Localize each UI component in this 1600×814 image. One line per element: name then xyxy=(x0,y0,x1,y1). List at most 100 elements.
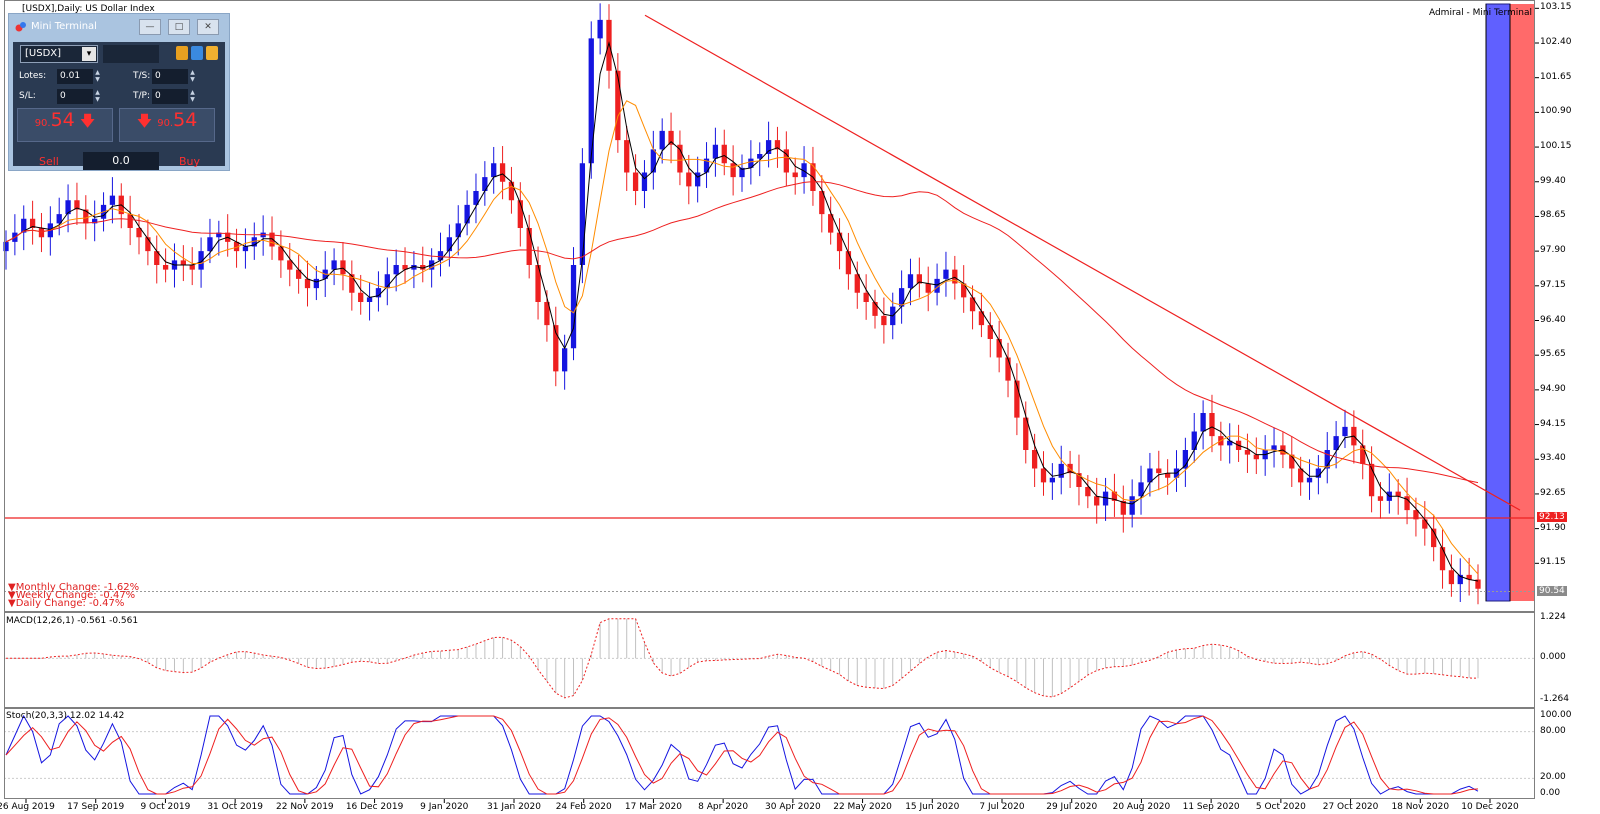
candle-body xyxy=(207,237,213,252)
candle-body xyxy=(579,163,586,265)
date-axis-label: 7 Jul 2020 xyxy=(979,802,1025,812)
candle-body xyxy=(934,278,940,293)
price-axis-label: 102.40 xyxy=(1540,37,1572,47)
candle-body xyxy=(765,140,772,154)
candle-body xyxy=(730,163,736,178)
sell-label: Sell xyxy=(39,155,59,168)
candle-body xyxy=(907,274,914,289)
date-axis-label: 15 Jun 2020 xyxy=(905,802,960,812)
symbol-select[interactable]: [USDX] ▾ xyxy=(20,45,98,63)
settings-icon[interactable] xyxy=(191,46,203,60)
candle-body xyxy=(863,292,869,302)
ts-stepper-icon[interactable]: ▲ ▼ xyxy=(190,69,195,83)
lots-stepper-icon[interactable]: ▲ ▼ xyxy=(95,69,100,83)
candle-body xyxy=(1422,519,1428,529)
date-axis-label: 10 Dec 2020 xyxy=(1461,802,1519,812)
candle-body xyxy=(916,274,922,284)
candle-body xyxy=(420,265,426,270)
candle-body xyxy=(801,163,807,178)
tp-stepper-icon[interactable]: ▲ ▼ xyxy=(190,89,195,103)
ts-input[interactable]: 0 xyxy=(152,69,188,84)
macd-axis-label: -1.264 xyxy=(1540,694,1570,704)
candle-body xyxy=(553,325,559,372)
lots-input[interactable]: 0.01 xyxy=(57,69,93,84)
candle-body xyxy=(1040,468,1047,483)
candle-body xyxy=(677,144,683,173)
candle-body xyxy=(393,265,399,275)
candle-body xyxy=(180,260,186,265)
candle-body xyxy=(491,163,497,178)
candle-body xyxy=(1102,491,1109,506)
buy-button[interactable]: 🡇 90.54 xyxy=(119,108,215,142)
tp-label: T/P: xyxy=(133,91,150,101)
close-button[interactable]: ✕ xyxy=(197,19,219,35)
candle-body xyxy=(1475,579,1481,589)
candle-body xyxy=(189,265,195,270)
macd-axis-label: 1.224 xyxy=(1540,612,1566,622)
candle-body xyxy=(473,191,479,205)
blue-zone xyxy=(1485,3,1511,602)
volume-field[interactable]: 0.0 xyxy=(83,152,159,170)
candle-body xyxy=(56,214,62,224)
candle-body xyxy=(961,283,967,298)
sell-button[interactable]: 90.54 🡇 xyxy=(17,108,113,142)
candle-body xyxy=(269,232,275,247)
candle-body xyxy=(1156,468,1162,474)
stoch-label: Stoch(20,3,3) 12.02 14.42 xyxy=(6,711,125,721)
candle-body xyxy=(748,158,754,168)
candle-body xyxy=(641,172,648,191)
candle-body xyxy=(83,209,89,224)
candle-body xyxy=(1431,528,1437,548)
price-axis-label: 96.40 xyxy=(1540,314,1566,325)
chevron-down-icon[interactable]: ▾ xyxy=(82,47,96,61)
candle-body xyxy=(38,228,45,238)
candle-body xyxy=(251,237,257,247)
candle-body xyxy=(402,265,408,270)
mini-terminal-panel[interactable]: Mini Terminal — □ ✕ [USDX] ▾ Lotes: 0.01… xyxy=(8,13,230,171)
candle-body xyxy=(943,269,949,279)
date-axis-label: 22 Nov 2019 xyxy=(276,802,334,812)
restore-button[interactable]: □ xyxy=(168,19,190,35)
date-axis-label: 11 Sep 2020 xyxy=(1182,802,1240,812)
candle-body xyxy=(287,260,293,270)
date-axis-label: 30 Apr 2020 xyxy=(765,802,821,812)
candle-body xyxy=(615,70,621,141)
date-axis-label: 16 Dec 2019 xyxy=(345,802,404,812)
candle-body xyxy=(331,260,337,270)
candle-body xyxy=(1368,463,1375,497)
candle-body xyxy=(544,302,550,326)
candle-body xyxy=(358,292,364,302)
candle-body xyxy=(162,265,169,270)
minimize-icon: — xyxy=(145,22,155,32)
candle-body xyxy=(29,218,36,228)
stoch-axis-label: 80.00 xyxy=(1540,725,1566,736)
candle-body xyxy=(74,200,80,210)
sl-label: S/L: xyxy=(19,91,36,101)
sl-input[interactable]: 0 xyxy=(57,89,93,104)
candle-body xyxy=(588,38,594,164)
candle-body xyxy=(411,265,417,270)
price-axis-label: 100.15 xyxy=(1540,141,1572,152)
candle-body xyxy=(109,195,116,205)
candle-body xyxy=(952,269,958,284)
restore-icon: □ xyxy=(174,22,184,32)
candle-body xyxy=(1377,496,1384,501)
sl-stepper-icon[interactable]: ▲ ▼ xyxy=(95,89,100,103)
candle-body xyxy=(828,214,834,233)
candle-body xyxy=(384,274,390,289)
candle-body xyxy=(757,154,763,159)
weekly-change: ▼Weekly Change: -0.47% xyxy=(8,590,136,601)
minimize-button[interactable]: — xyxy=(139,19,161,35)
date-axis-label: 22 May 2020 xyxy=(833,802,892,812)
mini-terminal-titlebar[interactable]: Mini Terminal — □ ✕ xyxy=(9,14,229,40)
copy-icon[interactable] xyxy=(176,46,188,60)
buy-label: Buy xyxy=(179,155,201,168)
info-icon[interactable] xyxy=(206,46,218,60)
candle-body xyxy=(3,241,9,252)
candle-body xyxy=(1306,477,1313,483)
tp-input[interactable]: 0 xyxy=(152,89,188,104)
candle-body xyxy=(216,232,222,238)
candle-body xyxy=(92,218,98,224)
candle-body xyxy=(1111,491,1118,501)
